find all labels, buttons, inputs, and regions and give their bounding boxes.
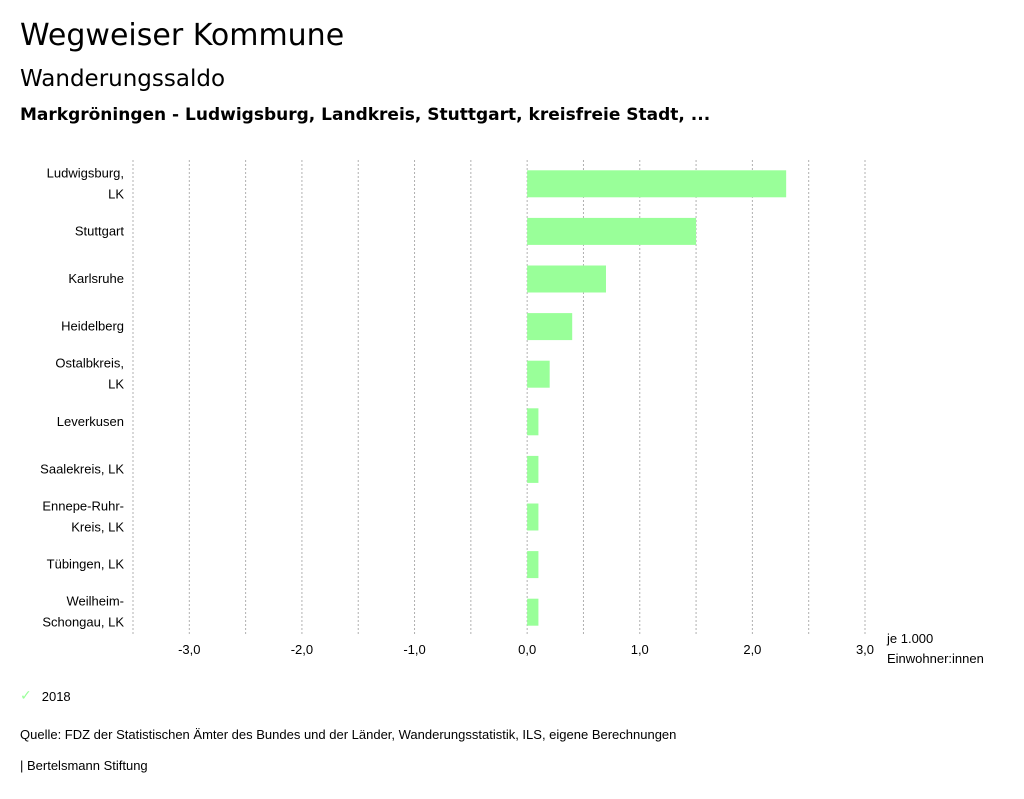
category-label: Ennepe-Ruhr- — [42, 499, 124, 514]
bar[interactable] — [527, 408, 539, 436]
bar[interactable] — [527, 170, 787, 198]
category-label: Leverkusen — [57, 414, 124, 429]
legend[interactable]: ✓ 2018 — [20, 688, 71, 704]
category-label: Weilheim- — [66, 594, 124, 609]
page-title: Wegweiser Kommune — [20, 18, 345, 53]
bar[interactable] — [527, 503, 539, 531]
category-label: Ludwigsburg, — [47, 165, 124, 180]
x-tick-label: 0,0 — [518, 642, 536, 657]
bar[interactable] — [527, 217, 697, 245]
category-labels: Ludwigsburg, LK Stuttgart Karlsruhe Heidelbe… — [40, 165, 124, 629]
category-label: Karlsruhe — [68, 271, 124, 286]
legend-label: 2018 — [41, 688, 71, 704]
chart-subtitle: Wanderungssaldo — [20, 66, 226, 92]
x-tick-label: 1,0 — [631, 642, 649, 657]
category-label: LK — [108, 377, 124, 392]
category-label: Ostalbkreis, — [55, 356, 124, 371]
gridlines — [132, 160, 866, 636]
source-note: Quelle: FDZ der Statistischen Ämter des … — [20, 727, 677, 742]
region-selection: Markgröningen - Ludwigsburg, Landkreis, … — [20, 105, 711, 125]
category-label: Saalekreis, LK — [40, 461, 124, 476]
unit-label-line: je 1.000 — [886, 631, 933, 646]
checkmark-icon: ✓ — [20, 688, 32, 704]
category-label: LK — [108, 186, 124, 201]
x-tick-label: 2,0 — [743, 642, 761, 657]
bars — [527, 170, 787, 626]
category-label: Tübingen, LK — [47, 557, 125, 572]
category-label: Schongau, LK — [42, 615, 124, 630]
bar[interactable] — [527, 313, 573, 341]
bar[interactable] — [527, 598, 539, 626]
x-tick-label: -1,0 — [403, 642, 425, 657]
bar[interactable] — [527, 265, 606, 293]
category-label: Kreis, LK — [71, 520, 124, 535]
bar[interactable] — [527, 551, 539, 579]
x-tick-labels: -3,0 -2,0 -1,0 0,0 1,0 2,0 3,0 — [178, 642, 874, 657]
bar[interactable] — [527, 360, 550, 388]
bar-chart: Ludwigsburg, LK Stuttgart Karlsruhe Heidelbe… — [40, 160, 984, 666]
category-label: Stuttgart — [75, 223, 125, 238]
footer-brand: | Bertelsmann Stiftung — [20, 758, 148, 773]
x-tick-label: -2,0 — [291, 642, 313, 657]
x-tick-label: 3,0 — [856, 642, 874, 657]
category-label: Heidelberg — [61, 319, 124, 334]
bar[interactable] — [527, 455, 539, 483]
x-tick-label: -3,0 — [178, 642, 200, 657]
unit-label: je 1.000 Einwohner:innen — [886, 631, 984, 666]
unit-label-line: Einwohner:innen — [887, 651, 984, 666]
